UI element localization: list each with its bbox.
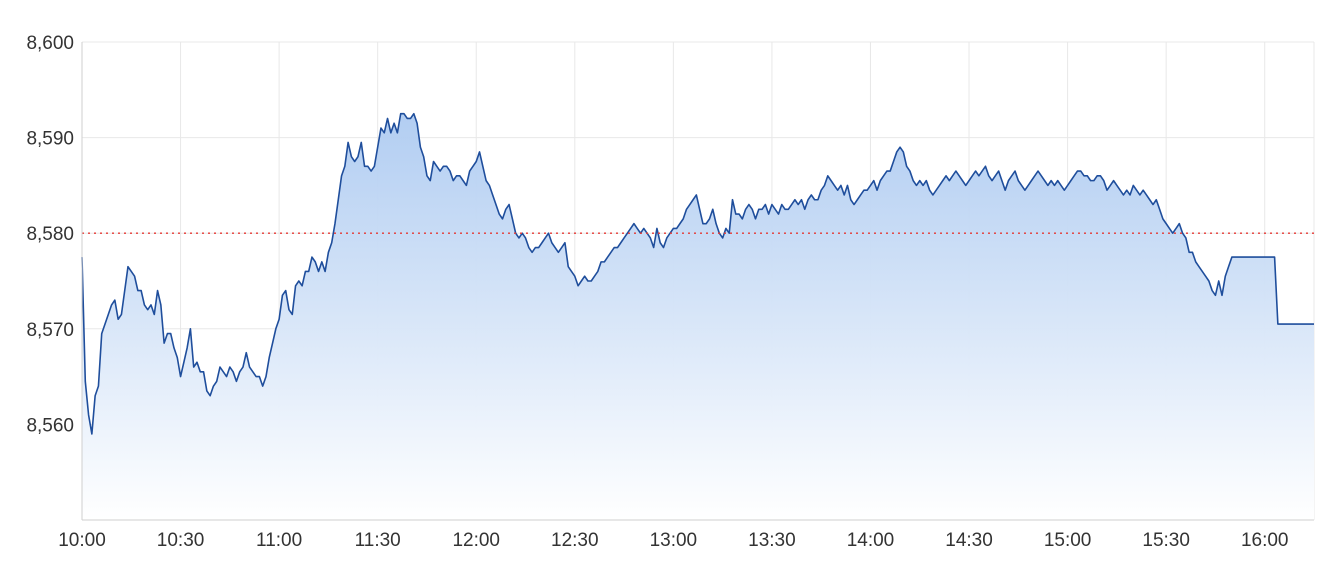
y-tick-label: 8,570	[26, 320, 74, 341]
x-tick-label: 11:00	[256, 530, 302, 551]
y-tick-label: 8,600	[26, 33, 74, 54]
y-tick-labels: 8,560 8,570 8,580 8,590 8,600	[26, 33, 74, 436]
x-tick-label: 13:00	[650, 530, 698, 551]
x-tick-label: 10:30	[157, 530, 205, 551]
axes	[81, 42, 1314, 521]
x-tick-label: 14:00	[847, 530, 895, 551]
series-area-fill	[82, 113, 1314, 520]
x-tick-labels: 10:00 10:30 11:00 11:30 12:00 12:30 13:00 13:30…	[58, 530, 1288, 551]
x-tick-label: 15:00	[1044, 530, 1092, 551]
x-tick-label: 12:00	[452, 530, 500, 551]
y-tick-label: 8,560	[26, 415, 74, 436]
x-tick-label: 13:30	[748, 530, 796, 551]
y-tick-label: 8,580	[26, 224, 74, 245]
x-tick-label: 12:30	[551, 530, 599, 551]
area-layer	[81, 112, 1314, 520]
x-tick-label: 14:30	[945, 530, 993, 551]
x-tick-label: 16:00	[1241, 530, 1289, 551]
series-line	[81, 112, 1314, 435]
x-tick-label: 15:30	[1142, 530, 1190, 551]
x-tick-label: 11:30	[355, 530, 401, 551]
y-tick-label: 8,590	[26, 129, 74, 150]
x-tick-label: 10:00	[58, 530, 106, 551]
